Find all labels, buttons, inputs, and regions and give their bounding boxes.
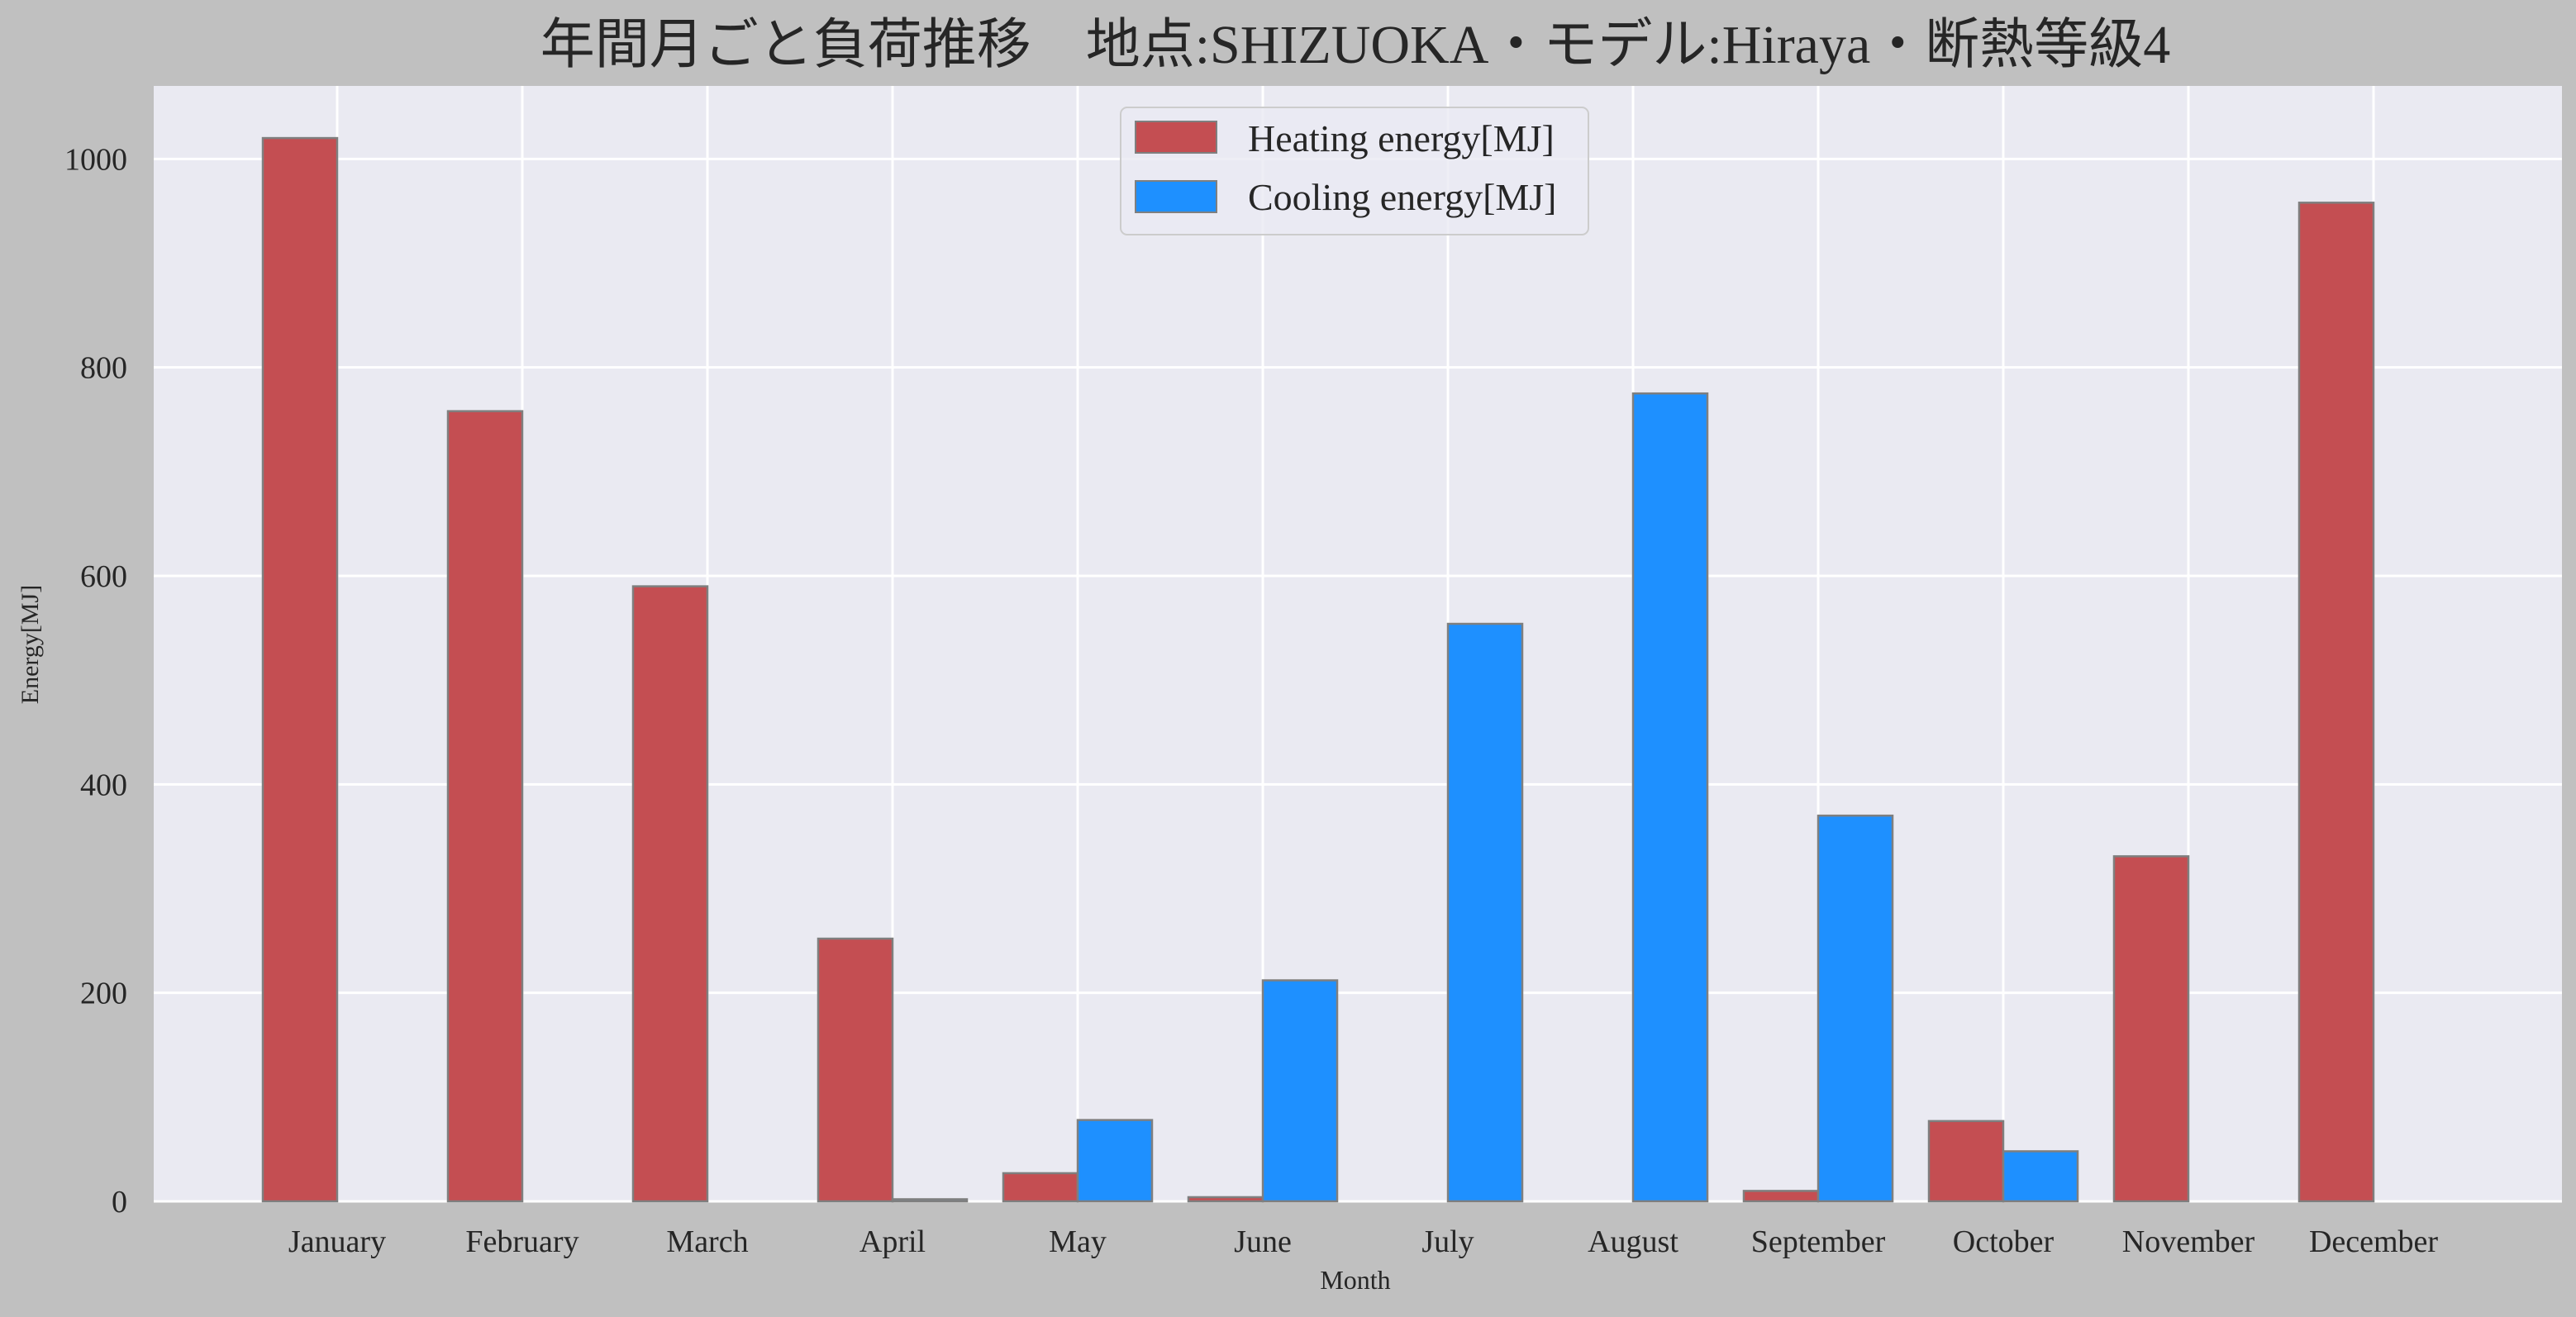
x-tick-label: April (859, 1224, 926, 1259)
x-tick-label: August (1588, 1224, 1678, 1259)
heating-bar-may (1002, 1172, 1079, 1203)
heating-bar-october (1927, 1120, 2005, 1203)
cooling-bar-july (1446, 622, 1524, 1203)
x-tick-label: October (1953, 1224, 2055, 1259)
cooling-bar-june (1261, 979, 1339, 1203)
x-tick-label: June (1234, 1224, 1292, 1259)
cooling-bar-october (2002, 1150, 2079, 1203)
heating-bar-september (1742, 1190, 1820, 1203)
legend-label-heating: Heating energy[MJ] (1248, 117, 1555, 159)
cooling-bar-april (891, 1198, 969, 1203)
y-tick-labels: 0 200 400 600 800 1000 (64, 142, 127, 1220)
x-tick-label: July (1421, 1224, 1474, 1259)
x-tick-label: December (2309, 1224, 2438, 1259)
bars (261, 136, 2375, 1203)
cooling-bar-may (1076, 1119, 1154, 1203)
x-tick-label: March (666, 1224, 748, 1259)
x-tick-label: November (2122, 1224, 2255, 1259)
legend-label-cooling: Cooling energy[MJ] (1248, 176, 1557, 218)
heating-bar-april (817, 937, 894, 1203)
legend-swatch-cooling (1135, 180, 1217, 213)
y-tick-label: 0 (112, 1185, 127, 1220)
x-tick-label: May (1049, 1224, 1107, 1259)
x-tick-label: February (465, 1224, 579, 1259)
heating-bar-december (2297, 202, 2375, 1203)
legend-box (1120, 107, 1589, 235)
grid (154, 86, 2562, 1203)
x-axis-label: Month (1320, 1265, 1390, 1295)
chart-title: 年間月ごと負荷推移 地点:SHIZUOKA・モデル:Hiraya・断熱等級4 (540, 15, 2171, 75)
y-tick-label: 400 (80, 768, 127, 802)
legend: Heating energy[MJ] Cooling energy[MJ] (1120, 107, 1589, 235)
cooling-bar-september (1817, 814, 1894, 1203)
x-tick-label: September (1751, 1224, 1886, 1259)
heating-bar-november (2112, 855, 2190, 1203)
legend-swatch-heating (1135, 121, 1217, 154)
y-tick-label: 1000 (64, 142, 127, 177)
y-axis-label: Energy[MJ] (17, 585, 44, 704)
x-tick-labels: January February March April May June July Augu… (288, 1224, 2438, 1259)
heating-bar-february (446, 410, 524, 1203)
heating-bar-january (261, 136, 339, 1203)
y-tick-label: 600 (80, 559, 127, 594)
cooling-bar-august (1631, 392, 1709, 1203)
y-tick-label: 200 (80, 977, 127, 1011)
y-tick-label: 800 (80, 351, 127, 386)
heating-bar-march (631, 585, 709, 1203)
x-tick-label: January (288, 1224, 386, 1259)
heating-bar-june (1187, 1196, 1264, 1203)
